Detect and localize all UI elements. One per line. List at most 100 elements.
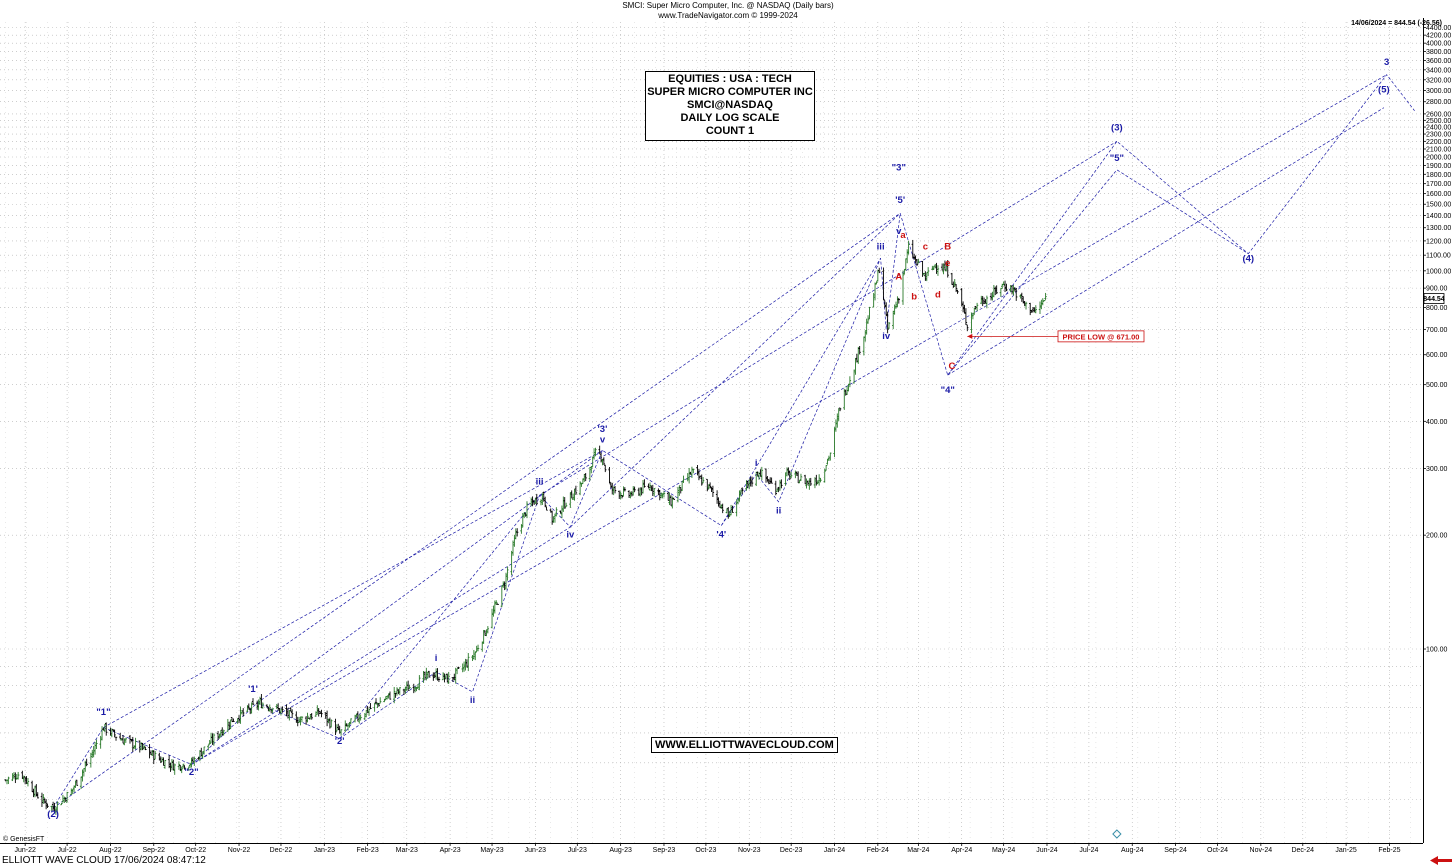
x-tick-label: Sep-24 xyxy=(1164,847,1187,854)
wave-label: (3) xyxy=(1111,123,1123,134)
wave-label: '2' xyxy=(335,736,345,747)
wave-channel-line xyxy=(720,258,881,526)
y-tick-label: 100.00 xyxy=(1426,647,1448,654)
wave-channel-line xyxy=(52,212,901,809)
wave-label: ii xyxy=(776,506,781,517)
y-tick-label: 1200.00 xyxy=(1426,238,1451,245)
y-tick-label: 300.00 xyxy=(1426,466,1448,473)
x-tick-label: May-24 xyxy=(992,847,1015,854)
x-tick-label: Aug-24 xyxy=(1121,847,1144,854)
y-tick-label: 2800.00 xyxy=(1426,99,1451,106)
wave-label: v xyxy=(896,226,902,237)
wave-label: "3" xyxy=(892,163,906,174)
wave-label: '4' xyxy=(716,530,726,541)
chart-title: SMCI: Super Micro Computer, Inc. @ NASDA… xyxy=(622,1,834,10)
annotation-arrowhead xyxy=(967,333,973,339)
x-tick-label: Jun-23 xyxy=(525,847,547,854)
y-tick-label: 3000.00 xyxy=(1426,88,1451,95)
x-tick-label: Nov-22 xyxy=(228,847,251,854)
y-tick-label: 600.00 xyxy=(1426,352,1448,359)
wave-label: '1' xyxy=(248,684,258,695)
last-price-readout: 14/06/2024 = 844.54 (-26.56) xyxy=(1351,20,1442,27)
wave-channel-line xyxy=(539,141,1118,496)
y-tick-label: 2200.00 xyxy=(1426,139,1451,146)
x-tick-label: Apr-23 xyxy=(440,847,461,854)
wave-channel-line xyxy=(191,74,1387,765)
x-tick-label: Aug-23 xyxy=(609,847,632,854)
y-tick-label: 3200.00 xyxy=(1426,77,1451,84)
wave-label: "2" xyxy=(184,767,198,778)
x-tick-label: Dec-22 xyxy=(270,847,293,854)
wave-label: c xyxy=(923,241,928,252)
y-tick-label: 3800.00 xyxy=(1426,49,1451,56)
wave-label: A xyxy=(895,271,902,282)
wave-channel-line xyxy=(947,140,1249,376)
wave-label: iii xyxy=(877,241,885,252)
info-sector: EQUITIES : USA : TECH xyxy=(668,73,792,85)
x-tick-label: Feb-25 xyxy=(1378,847,1400,854)
wave-label: v xyxy=(600,434,606,445)
wave-label: "5" xyxy=(1110,153,1124,164)
wave-label: '3' xyxy=(598,424,608,435)
x-tick-label: Jan-24 xyxy=(824,847,846,854)
x-tick-label: Mar-24 xyxy=(907,847,929,854)
y-tick-label: 1500.00 xyxy=(1426,202,1451,209)
y-tick-label: 2600.00 xyxy=(1426,111,1451,118)
y-tick-label: 4200.00 xyxy=(1426,33,1451,40)
diamond-icon xyxy=(1112,829,1122,839)
y-tick-label: 3400.00 xyxy=(1426,67,1451,74)
wave-label: (2) xyxy=(47,809,59,820)
wave-label: "1" xyxy=(96,707,110,718)
wave-label: "4" xyxy=(941,385,955,396)
y-tick-label: 500.00 xyxy=(1426,382,1448,389)
y-tick-label: 1400.00 xyxy=(1426,213,1451,220)
y-tick-label: 2000.00 xyxy=(1426,154,1451,161)
info-company: SUPER MICRO COMPUTER INC xyxy=(647,86,813,98)
x-tick-label: Sep-23 xyxy=(653,847,676,854)
y-tick-label: 2100.00 xyxy=(1426,146,1451,153)
footer-text: ELLIOTT WAVE CLOUD 17/06/2024 08:47:12 xyxy=(2,855,206,866)
wave-channel-line xyxy=(947,107,1385,376)
x-tick-label: Dec-23 xyxy=(780,847,803,854)
x-tick-label: Jul-22 xyxy=(58,847,77,854)
x-tick-label: Dec-24 xyxy=(1291,847,1314,854)
x-tick-label: Feb-24 xyxy=(867,847,889,854)
wave-channel-line xyxy=(52,74,1415,809)
x-tick-label: Jun-24 xyxy=(1036,847,1058,854)
y-tick-label: 4000.00 xyxy=(1426,41,1451,48)
data-credit: © GenesisFT xyxy=(3,836,45,843)
y-tick-label: 800.00 xyxy=(1426,305,1448,312)
y-tick-label: 400.00 xyxy=(1426,419,1448,426)
scroll-left-arrow-icon[interactable] xyxy=(1430,856,1452,865)
wave-label: C xyxy=(948,361,955,372)
wave-label: i xyxy=(435,653,438,664)
annotation-box xyxy=(1057,330,1145,343)
wave-labels: (2)"1""2"'1''2'iiiiiiiv'3'v'4'iiiiiiiv"3… xyxy=(47,57,1389,820)
y-tick-label: 1000.00 xyxy=(1426,268,1451,275)
y-tick-label: 700.00 xyxy=(1426,327,1448,334)
info-scale: DAILY LOG SCALE xyxy=(680,112,780,124)
y-tick-label: 2400.00 xyxy=(1426,125,1451,132)
wave-label: ii xyxy=(470,695,475,706)
x-tick-label: Feb-23 xyxy=(357,847,379,854)
info-count: COUNT 1 xyxy=(705,125,755,137)
wave-channel-line xyxy=(256,450,603,704)
wave-label: e xyxy=(945,258,950,269)
x-tick-label: Nov-24 xyxy=(1250,847,1273,854)
y-axis: 100.00 200.00 300.00 400.00 500.00 600.00 700.… xyxy=(1423,18,1451,843)
x-tick-label: Jan-23 xyxy=(314,847,336,854)
y-tick-label: 1700.00 xyxy=(1426,181,1451,188)
x-tick-label: Oct-23 xyxy=(695,847,716,854)
y-tick-label: 3600.00 xyxy=(1426,58,1451,65)
wave-label: iii xyxy=(536,477,544,488)
y-tick-label: 900.00 xyxy=(1426,286,1448,293)
x-tick-label: Sep-22 xyxy=(142,847,165,854)
wave-label: d xyxy=(935,290,941,301)
y-tick-label: 200.00 xyxy=(1426,533,1448,540)
website-label: WWW.ELLIOTTWAVECLOUD.COM xyxy=(651,737,838,753)
wave-channel-line xyxy=(103,450,603,728)
x-tick-label: May-23 xyxy=(480,847,503,854)
x-tick-label: Nov-23 xyxy=(738,847,761,854)
footer-bar: ELLIOTT WAVE CLOUD 17/06/2024 08:47:12 xyxy=(0,855,1456,866)
